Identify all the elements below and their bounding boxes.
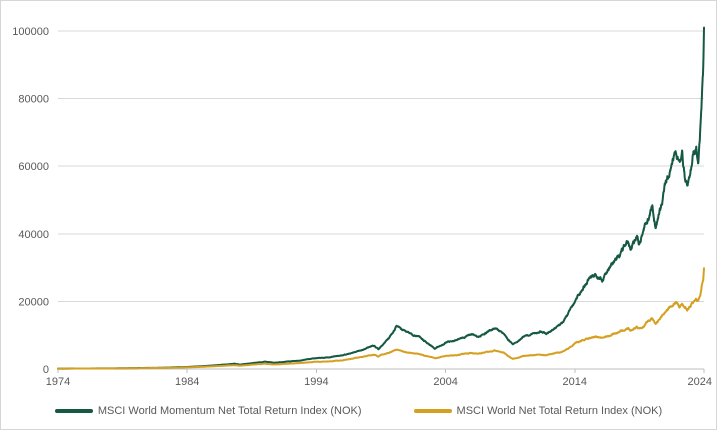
chart-plot-area: 0 20000 40000 60000 80000 100000 1974 1984 1994 2… [12, 26, 712, 388]
y-axis-label: 40000 [18, 229, 49, 241]
y-axis-label: 60000 [18, 161, 49, 173]
x-axis-label: 2004 [433, 376, 457, 388]
y-axis-label: 100000 [12, 26, 49, 38]
legend-label-momentum: MSCI World Momentum Net Total Return Ind… [97, 405, 362, 417]
legend-label-world: MSCI World Net Total Return Index (NOK) [456, 405, 663, 417]
momentum-line-swatch [54, 409, 93, 413]
world-line-swatch [413, 409, 452, 413]
x-axis-label: 1994 [304, 376, 328, 388]
x-axis-label: 2024 [688, 376, 712, 388]
y-axis-label: 20000 [18, 296, 49, 308]
x-axis-label: 2014 [563, 376, 587, 388]
x-axis-label: 1974 [46, 376, 70, 388]
legend: MSCI World Momentum Net Total Return Ind… [1, 397, 716, 425]
y-axis-label: 80000 [18, 94, 49, 106]
momentum-series-line[interactable] [57, 26, 705, 370]
world-series-line[interactable] [57, 267, 705, 370]
legend-item-momentum[interactable]: MSCI World Momentum Net Total Return Ind… [54, 405, 362, 417]
x-axis-label: 1984 [175, 376, 199, 388]
legend-item-world[interactable]: MSCI World Net Total Return Index (NOK) [413, 405, 663, 417]
y-axis-label: 0 [43, 364, 49, 376]
